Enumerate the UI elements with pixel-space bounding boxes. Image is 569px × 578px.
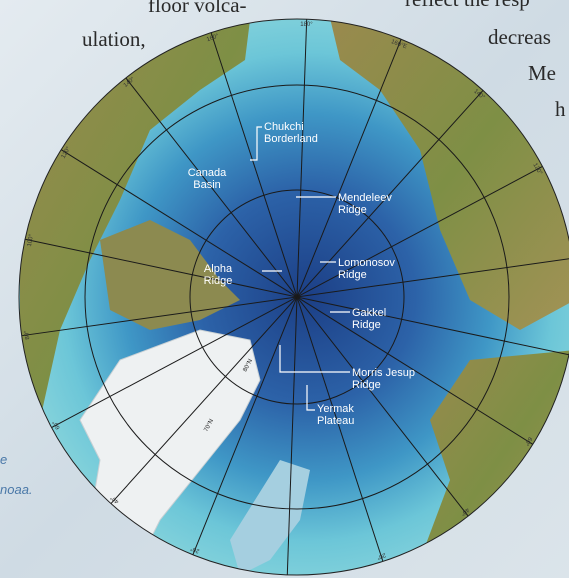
feature-label: Canada — [188, 167, 227, 179]
feature-label: Gakkel — [352, 307, 386, 319]
meridians — [21, 19, 569, 575]
feature-label: Chukchi — [264, 121, 304, 133]
longitude-label: 20° — [375, 551, 386, 560]
leader-lines — [250, 126, 350, 411]
background-text: floor volca-ulation, reflect the resp decr… — [0, 0, 566, 497]
leader-line — [306, 385, 315, 411]
labels: ChukchiBorderlandCanadaBasinMendeleevRid… — [24, 22, 543, 560]
leader-line — [250, 126, 262, 161]
longitude-label: 60° — [523, 436, 533, 447]
feature-label: Mendeleev — [338, 192, 392, 204]
longitude-label: 160° — [206, 33, 220, 43]
longitude-label: 180° — [300, 22, 313, 28]
background-text-line: Me — [528, 61, 556, 85]
background-text-line: floor volca- — [148, 0, 247, 17]
leader-line — [279, 345, 350, 373]
land-greenland — [79, 329, 261, 571]
caption-text: e — [0, 452, 7, 467]
background-text-line: h — [555, 97, 566, 121]
feature-label: Ridge — [338, 204, 367, 216]
longitude-label: 160°E — [390, 39, 407, 50]
longitude-label: 80° — [24, 329, 32, 340]
longitude-label: 100° — [27, 233, 35, 247]
longitude-label: 40° — [109, 494, 120, 505]
longitude-label: 60° — [52, 419, 62, 430]
land-archipelago — [100, 220, 240, 330]
longitude-label: 40° — [459, 506, 470, 517]
feature-label: Ridge — [352, 379, 381, 391]
map-disc — [19, 19, 569, 575]
feature-label: Borderland — [264, 133, 318, 145]
latitude-label: 70°N — [203, 418, 215, 433]
longitude-label: 20° — [189, 545, 200, 554]
feature-label: Alpha — [204, 263, 233, 275]
map-border — [18, 18, 569, 576]
background-text-line: decreas — [488, 25, 551, 49]
longitude-label: 120° — [531, 162, 543, 176]
feature-label: Lomonosov — [338, 257, 395, 269]
background-text-line: ulation, — [82, 27, 146, 51]
latitude-label: 80°N — [242, 358, 254, 373]
background-text-line: reflect the resp — [405, 0, 530, 11]
feature-label: Yermak — [317, 403, 354, 415]
feature-label: Plateau — [317, 415, 354, 427]
feature-label: Ridge — [338, 269, 367, 281]
feature-label: Ridge — [352, 319, 381, 331]
latitude-circle — [84, 84, 510, 510]
meridian — [210, 32, 384, 562]
feature-label: Morris Jesup — [352, 367, 415, 379]
feature-label: Ridge — [204, 275, 233, 287]
latitude-circle — [189, 189, 405, 405]
caption-text: noaa. — [0, 482, 33, 497]
longitude-label: 120° — [61, 146, 73, 160]
feature-label: Basin — [193, 179, 221, 191]
